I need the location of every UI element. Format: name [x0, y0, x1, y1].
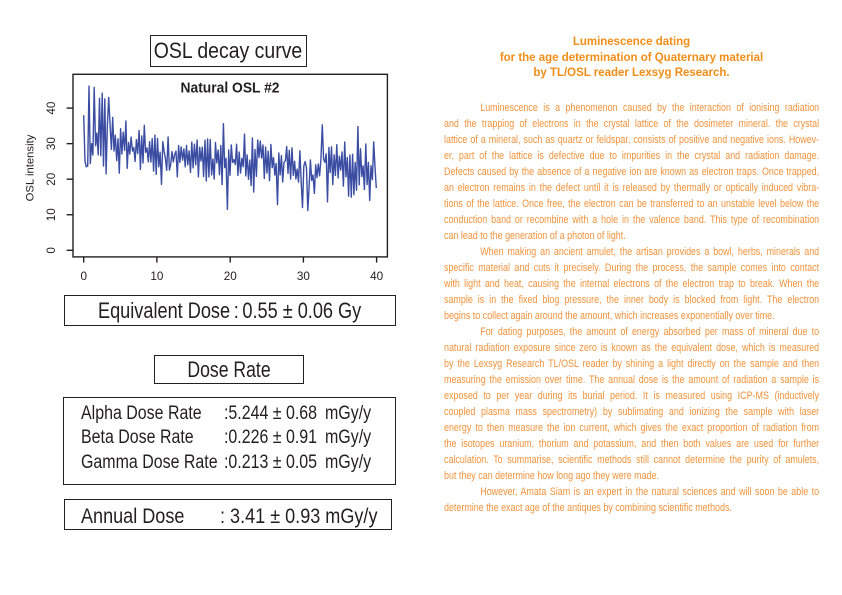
svg-text:OSL intensity: OSL intensity: [24, 134, 36, 201]
svg-text:0: 0: [80, 270, 87, 283]
svg-text:10: 10: [45, 208, 58, 222]
svg-text:Natural OSL #2: Natural OSL #2: [181, 81, 280, 97]
svg-text:20: 20: [45, 172, 58, 186]
svg-text:20: 20: [224, 270, 238, 283]
svg-text:40: 40: [45, 101, 58, 115]
svg-text:30: 30: [45, 137, 58, 151]
svg-text:10: 10: [150, 270, 164, 283]
svg-text:0: 0: [45, 247, 58, 254]
svg-text:40: 40: [370, 270, 384, 283]
svg-text:30: 30: [297, 270, 311, 283]
